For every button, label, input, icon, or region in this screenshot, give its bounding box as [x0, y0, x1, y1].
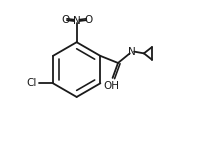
Text: OH: OH — [103, 81, 119, 91]
Text: N: N — [72, 16, 80, 26]
Text: N: N — [127, 47, 135, 57]
Text: Cl: Cl — [27, 78, 37, 88]
Text: O: O — [61, 15, 69, 25]
Text: O: O — [84, 15, 92, 25]
